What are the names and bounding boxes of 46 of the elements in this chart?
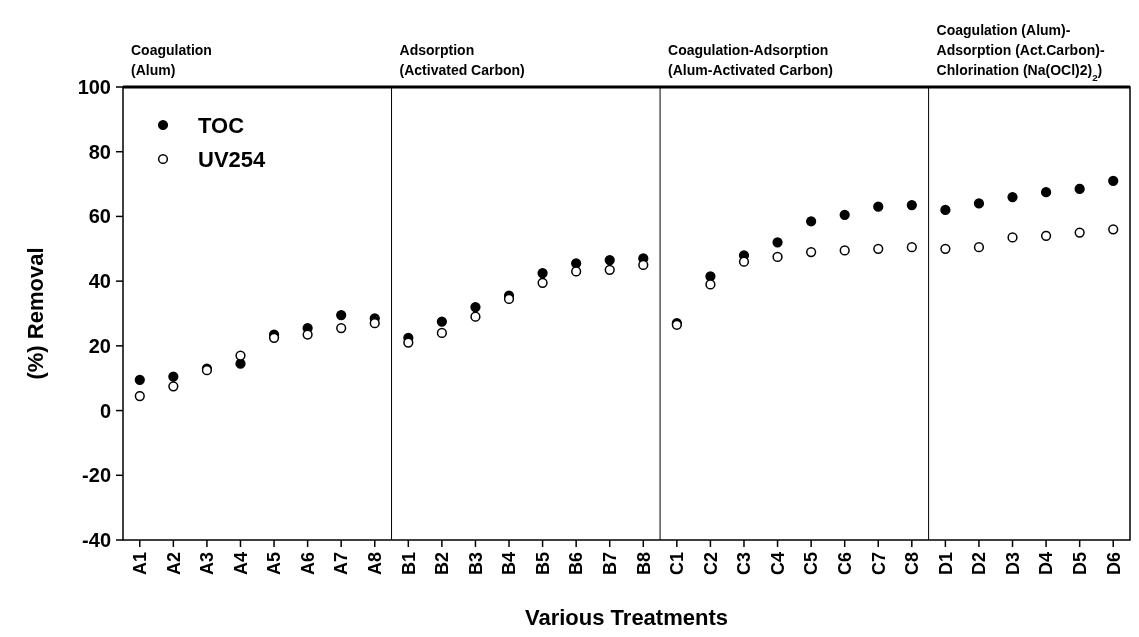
- x-tick-label: C2: [700, 552, 721, 576]
- y-tick-label: -40: [82, 529, 111, 551]
- y-tick-label: 100: [77, 76, 111, 98]
- y-tick-label: 60: [88, 205, 111, 228]
- text: Coagulation-Adsorption (Alum-Activated Carbon): [668, 42, 833, 78]
- text: Coagulation (Alum)- Adsorption (Act.Carbon)- Chlorination (Na(OCl)2)$_{2}$): [936, 22, 1105, 83]
- x-axis-title: Various Treatments: [525, 605, 728, 630]
- x-tick-label: C5: [801, 552, 822, 576]
- x-tick-label: A5: [264, 552, 285, 576]
- x-tick-label: C3: [734, 552, 755, 576]
- x-tick-label: A7: [331, 552, 352, 576]
- y-tick-label: 80: [88, 140, 111, 163]
- x-tick-label: C4: [767, 552, 788, 576]
- y-axis-title: (%) Removal: [23, 247, 48, 380]
- x-tick-label: B4: [499, 552, 520, 576]
- x-tick-label: A4: [230, 552, 251, 576]
- x-tick-label: A3: [197, 552, 218, 576]
- x-tick-label: B5: [532, 552, 553, 576]
- x-tick-label: A8: [365, 552, 386, 576]
- x-tick-label: B8: [633, 552, 654, 576]
- x-tick-label: A2: [163, 552, 184, 576]
- x-tick-label: D5: [1069, 552, 1090, 576]
- x-tick-label: B6: [566, 552, 587, 576]
- x-tick-label: C1: [667, 552, 688, 576]
- y-tick-label: -20: [82, 464, 111, 487]
- legend-label: UV254: [198, 146, 267, 172]
- x-tick-label: D6: [1103, 552, 1124, 576]
- x-tick-label: A1: [130, 552, 151, 576]
- x-tick-label: D3: [1002, 552, 1023, 576]
- legend-label: TOC: [198, 112, 245, 138]
- x-tick-label: D2: [969, 552, 990, 576]
- x-tick-label: B1: [398, 552, 419, 576]
- x-tick-label: A6: [297, 552, 318, 576]
- y-tick-label: 20: [88, 334, 111, 357]
- y-tick-label: 0: [99, 399, 111, 422]
- x-tick-label: C6: [834, 552, 855, 576]
- x-tick-label: C7: [868, 552, 889, 576]
- text: Coagulation (Alum): [131, 42, 212, 78]
- x-tick-label: D1: [935, 552, 956, 576]
- x-tick-label: B2: [432, 552, 453, 576]
- x-tick-label: B7: [600, 552, 621, 576]
- text: Adsorption (Activated Carbon): [399, 42, 525, 78]
- x-tick-label: C8: [902, 552, 923, 576]
- x-tick-label: B3: [465, 552, 486, 576]
- y-tick-label: 40: [88, 270, 111, 293]
- x-tick-label: D4: [1036, 552, 1057, 576]
